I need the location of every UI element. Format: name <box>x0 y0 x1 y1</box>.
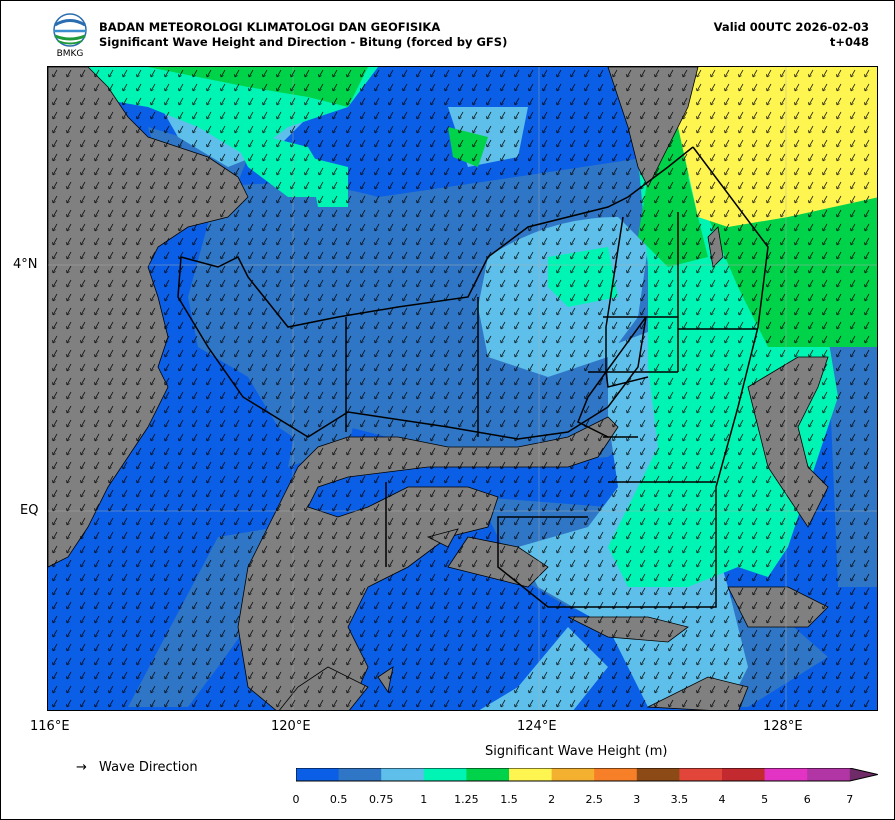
colorbar-tick-label: 5 <box>761 793 769 806</box>
colorbar-outline <box>296 768 878 782</box>
bmkg-logo: BMKG <box>53 13 87 58</box>
colorbar-tick-label: 4 <box>718 793 726 806</box>
map-canvas <box>48 67 877 710</box>
colorbar-tick-label: 7 <box>846 793 854 806</box>
colorbar-tick-label: 1.5 <box>500 793 518 806</box>
colorbar-segment <box>551 768 595 781</box>
colorbar <box>296 768 878 782</box>
wave-direction-label: Wave Direction <box>99 760 198 775</box>
lon-label-128: 128°E <box>763 719 803 734</box>
colorbar-tick-label: 3 <box>633 793 641 806</box>
colorbar-tick-label: 0 <box>292 793 300 806</box>
lat-label-eq: EQ <box>20 503 39 518</box>
wave-map <box>47 66 878 711</box>
svg-text:BMKG: BMKG <box>57 49 84 58</box>
arrow-right-icon: → <box>76 760 87 775</box>
colorbar-tick-label: 0.75 <box>368 793 394 806</box>
header-right: Valid 00UTC 2026-02-03 t+048 <box>714 20 869 50</box>
colorbar-segment <box>722 768 766 781</box>
colorbar-segment <box>381 768 425 781</box>
colorbar-segment <box>296 768 340 781</box>
forecast-lead: t+048 <box>829 35 869 49</box>
colorbar-tick-label: 1 <box>420 793 428 806</box>
colorbar-tick-label: 1.25 <box>454 793 479 806</box>
colorbar-segment <box>764 768 808 781</box>
colorbar-segment <box>594 768 638 781</box>
lon-label-124: 124°E <box>517 719 557 734</box>
forecast-region-boundaries <box>177 146 769 608</box>
colorbar-segment <box>466 768 510 781</box>
agency-name: BADAN METEOROLOGI KLIMATOLOGI DAN GEOFIS… <box>99 20 441 34</box>
colorbar-segment <box>423 768 467 781</box>
colorbar-tick-label: 6 <box>803 793 811 806</box>
colorbar-title: Significant Wave Height (m) <box>485 744 668 759</box>
lon-label-120: 120°E <box>271 719 311 734</box>
colorbar-tick-label: 3.5 <box>670 793 689 806</box>
lat-label-4n: 4°N <box>13 257 38 272</box>
colorbar-tick-label: 2.5 <box>585 793 603 806</box>
chart-title: Significant Wave Height and Direction - … <box>99 35 508 49</box>
colorbar-segment <box>509 768 553 781</box>
colorbar-tick-label: 0.5 <box>329 793 348 806</box>
colorbar-segment <box>338 768 382 781</box>
lon-label-116: 116°E <box>30 719 70 734</box>
colorbar-tick-label: 2 <box>548 793 556 806</box>
valid-time: Valid 00UTC 2026-02-03 <box>713 20 869 34</box>
wave-direction-legend: → Wave Direction <box>76 760 198 775</box>
colorbar-segment <box>807 768 851 781</box>
wave-direction-arrows <box>48 67 877 710</box>
header-left: BADAN METEOROLOGI KLIMATOLOGI DAN GEOFIS… <box>99 20 507 50</box>
colorbar-extend-arrow <box>849 768 878 781</box>
colorbar-segment <box>636 768 680 781</box>
colorbar-segment <box>679 768 723 781</box>
